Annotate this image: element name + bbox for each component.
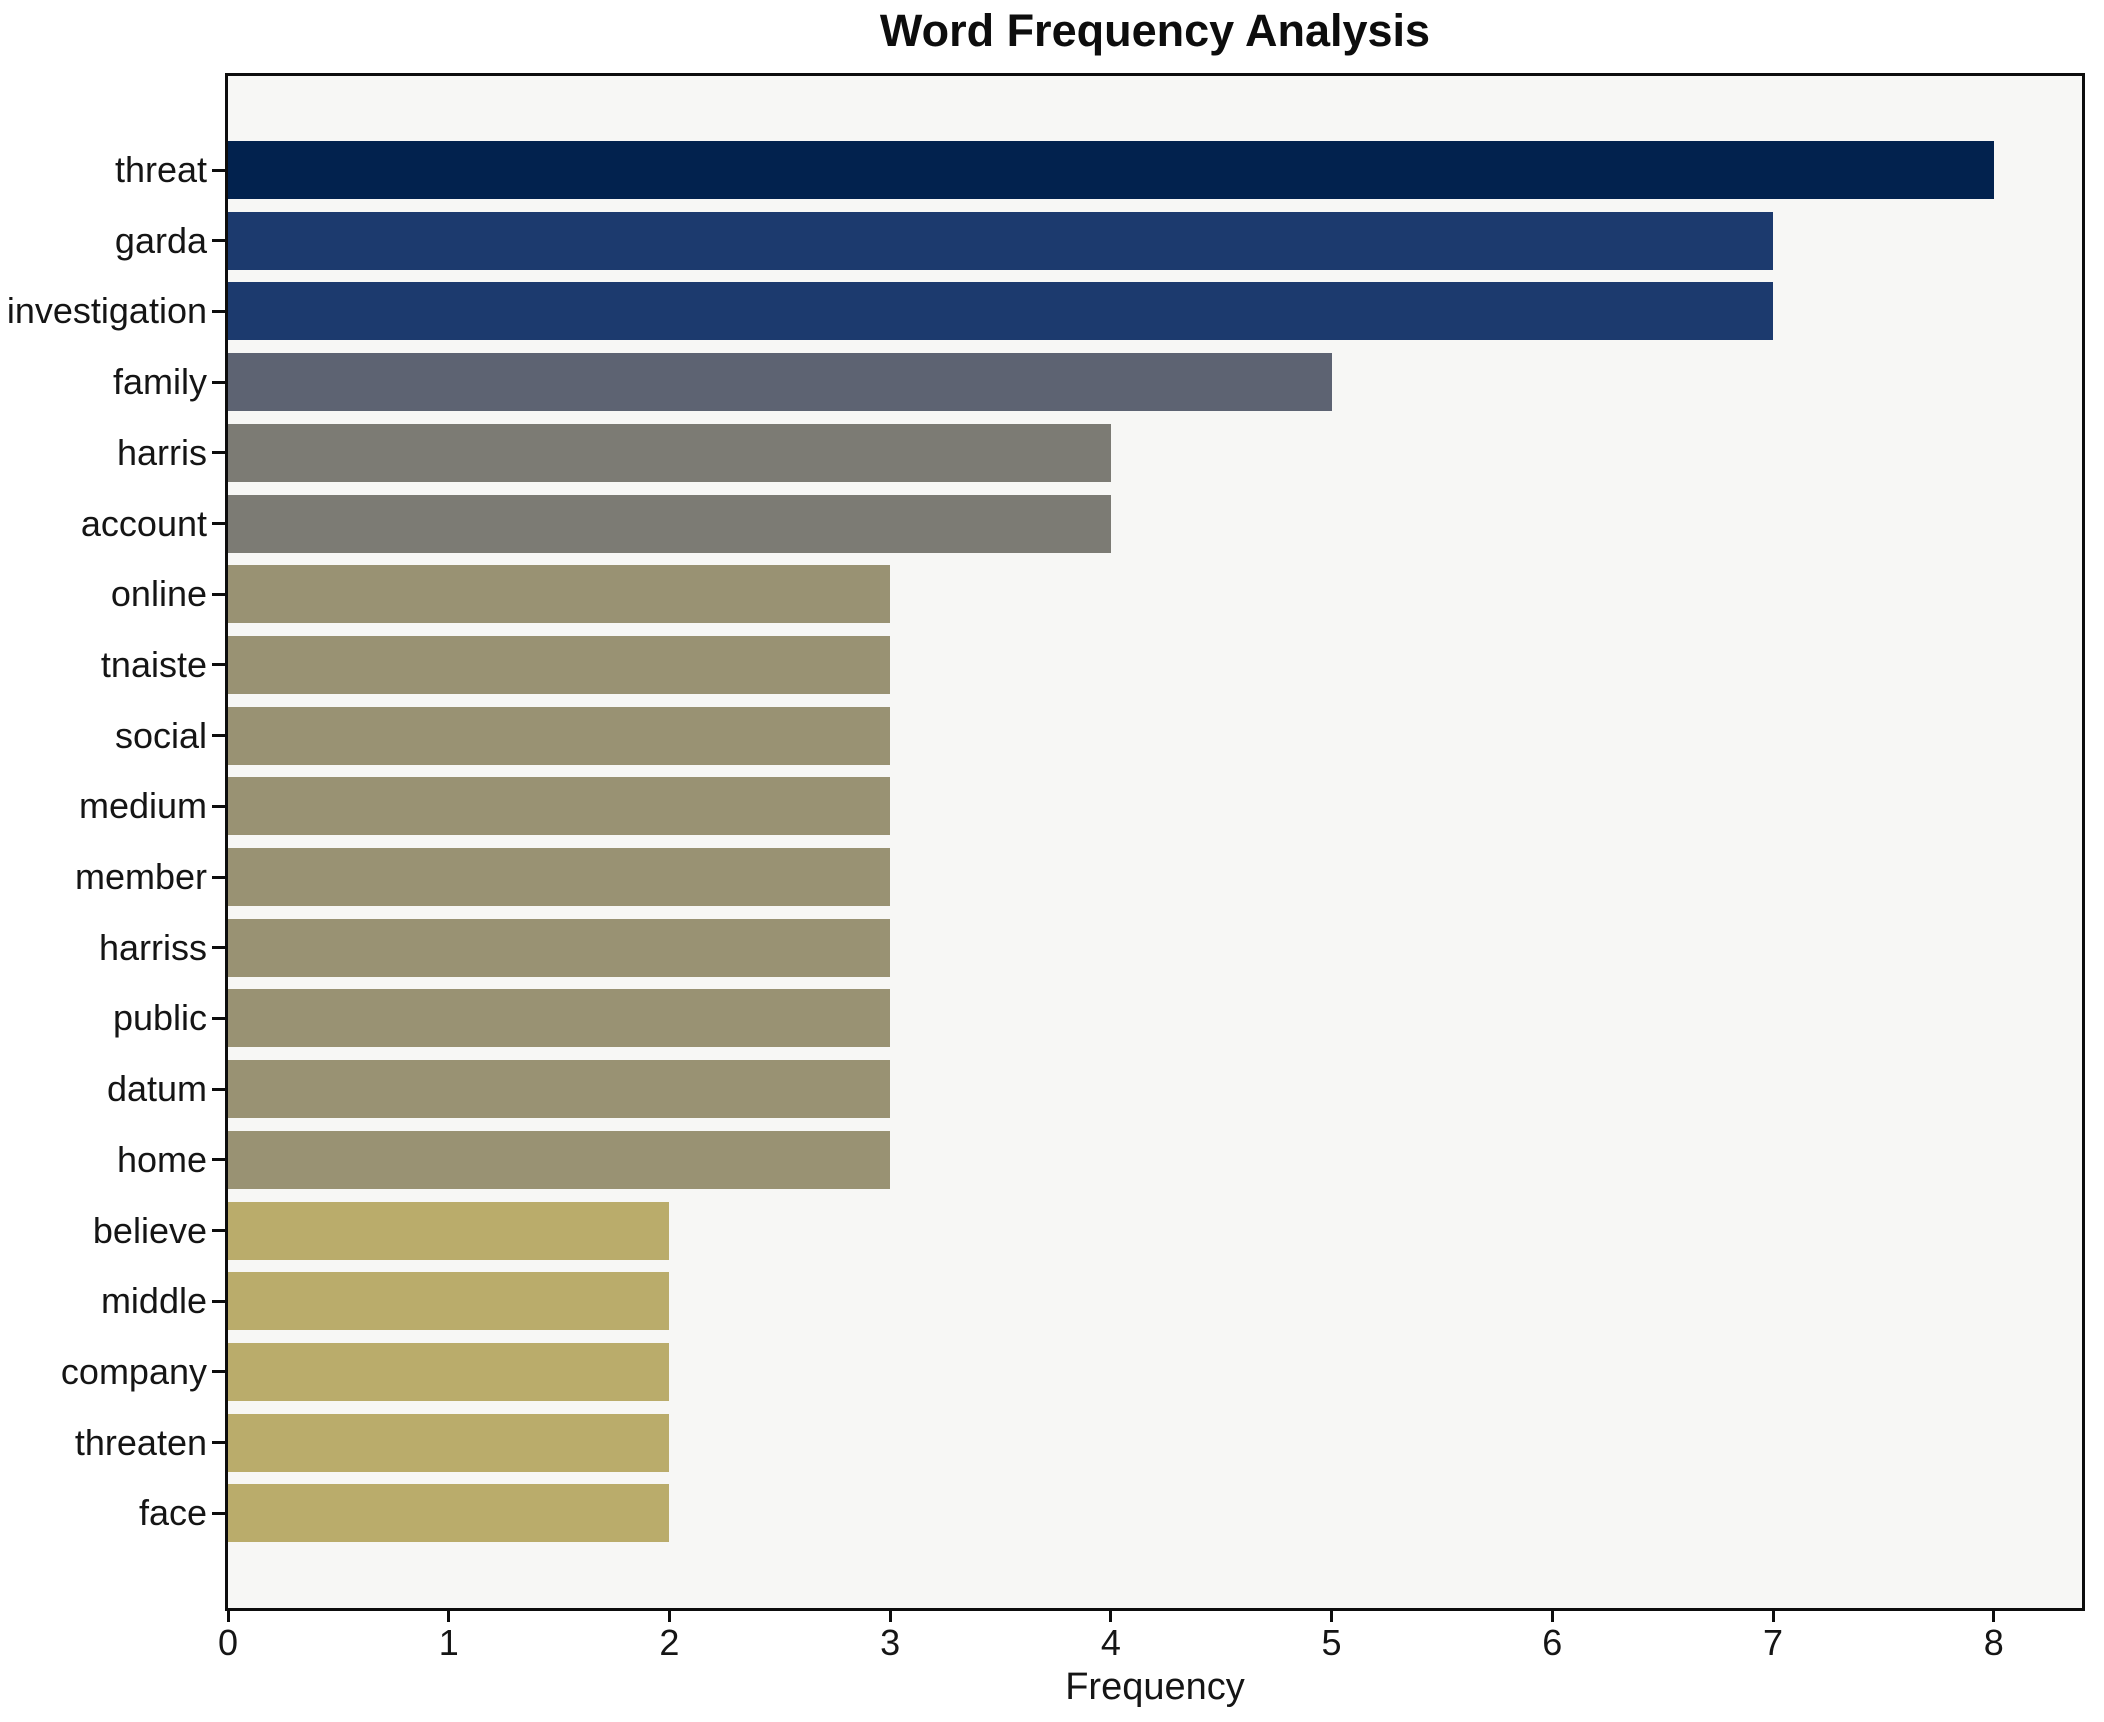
y-tick-label-harriss: harriss (98, 926, 207, 968)
y-tick-label-medium: medium (78, 785, 207, 827)
bar-home (228, 1130, 891, 1189)
y-tick-label-datum: datum (106, 1068, 207, 1110)
y-tick-mark (212, 380, 225, 384)
y-tick-label-tnaiste: tnaiste (100, 643, 207, 685)
bar-datum (228, 1060, 891, 1119)
bar-public (228, 989, 891, 1048)
bar-social (228, 706, 891, 765)
y-tick-label-account: account (80, 502, 207, 544)
y-tick-label-home: home (116, 1138, 207, 1180)
bar-company (228, 1342, 670, 1401)
x-tick-mark (1992, 1611, 1996, 1622)
x-tick-label-8: 8 (1983, 1622, 2004, 1663)
x-tick-mark (888, 1611, 892, 1622)
x-tick-mark (447, 1611, 451, 1622)
y-tick-mark (212, 1229, 225, 1232)
chart-title: Word Frequency Analysis (879, 5, 1431, 56)
x-tick-label-6: 6 (1542, 1622, 1563, 1663)
y-tick-mark (212, 663, 225, 667)
y-tick-mark (212, 522, 225, 525)
y-tick-mark (212, 451, 225, 455)
y-tick-label-member: member (74, 856, 207, 897)
y-tick-label-face: face (138, 1492, 207, 1534)
bar-garda (228, 211, 1773, 270)
y-tick-label-investigation: investigation (6, 290, 207, 332)
y-tick-label-social: social (114, 714, 207, 756)
y-tick-label-family: family (112, 361, 207, 403)
y-tick-label-garda: garda (114, 219, 207, 261)
x-tick-label-3: 3 (880, 1622, 901, 1663)
y-tick-mark (212, 1441, 225, 1445)
bar-threat (228, 141, 1994, 199)
y-tick-label-threaten: threaten (74, 1421, 207, 1463)
x-tick-mark (667, 1611, 671, 1622)
bar-harris (228, 423, 1111, 482)
plot-area (225, 73, 2085, 1611)
y-tick-label-harris: harris (116, 431, 207, 473)
y-tick-mark (212, 592, 225, 596)
y-tick-mark (212, 1087, 225, 1091)
bar-account (228, 494, 1111, 553)
x-tick-label-7: 7 (1762, 1622, 1784, 1663)
bar-medium (228, 777, 891, 836)
x-tick-label-4: 4 (1100, 1622, 1121, 1663)
y-tick-label-middle: middle (100, 1280, 207, 1322)
y-tick-label-company: company (60, 1350, 207, 1392)
x-axis-title: Frequency (1065, 1666, 1245, 1708)
bar-threaten (228, 1413, 670, 1472)
bar-online (228, 565, 891, 624)
bar-believe (228, 1201, 670, 1260)
y-tick-mark (212, 734, 225, 738)
y-tick-mark (212, 1511, 225, 1515)
y-tick-mark (212, 168, 225, 172)
x-tick-mark (226, 1611, 230, 1622)
bar-face (228, 1484, 670, 1543)
bar-investigation (228, 282, 1773, 341)
bar-tnaiste (228, 635, 891, 694)
x-tick-mark (1330, 1611, 1334, 1622)
y-tick-mark (212, 1299, 225, 1303)
bar-member (228, 848, 891, 906)
y-tick-mark (212, 1158, 225, 1162)
y-tick-mark (212, 1370, 225, 1374)
y-tick-label-threat: threat (114, 149, 207, 190)
y-tick-mark (212, 875, 225, 879)
x-tick-label-0: 0 (217, 1622, 239, 1663)
bar-family (228, 353, 1332, 412)
y-tick-label-public: public (112, 997, 207, 1039)
y-tick-mark (212, 309, 225, 313)
x-tick-mark (1771, 1611, 1775, 1622)
y-tick-mark (212, 239, 225, 243)
x-tick-mark (1109, 1611, 1113, 1622)
y-tick-mark (212, 804, 225, 808)
y-tick-mark (212, 1016, 225, 1020)
x-tick-label-2: 2 (659, 1622, 680, 1663)
y-tick-mark (212, 946, 225, 950)
x-tick-mark (1550, 1611, 1554, 1622)
y-tick-label-believe: believe (92, 1209, 207, 1251)
y-tick-label-online: online (110, 573, 207, 615)
x-tick-label-5: 5 (1321, 1622, 1342, 1663)
x-tick-label-1: 1 (438, 1622, 459, 1663)
bar-harriss (228, 918, 891, 977)
bar-middle (228, 1272, 670, 1331)
